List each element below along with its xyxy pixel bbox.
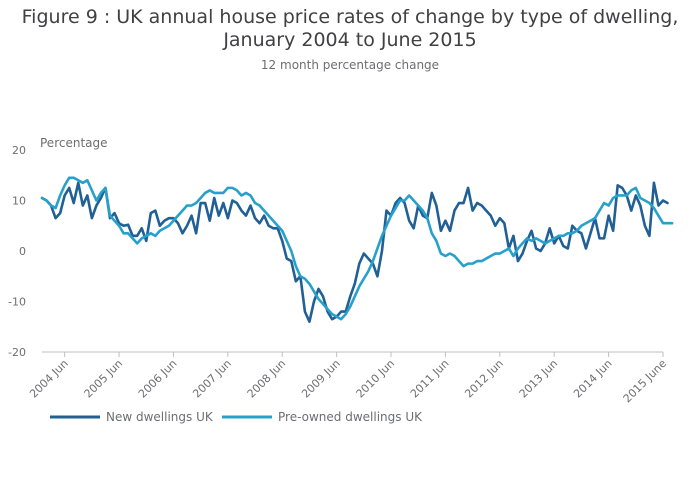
legend-item-pre-owned-dwellings[interactable]: Pre-owned dwellings UK [222,410,423,424]
x-tick-label: 2015 June [621,357,670,406]
legend-label: Pre-owned dwellings UK [278,410,423,424]
legend-label: New dwellings UK [106,410,214,424]
x-tick-label: 2013 Jun [517,357,561,401]
y-tick-label: 20 [12,144,26,157]
y-tick-label: 10 [12,195,26,208]
legend: New dwellings UK Pre-owned dwellings UK [50,410,423,424]
x-tick-label: 2006 Jun [136,357,180,401]
x-tick-label: 2011 Jun [408,357,452,401]
series-lines [40,176,674,323]
chart-title: Figure 9 : UK annual house price rates o… [0,6,700,52]
x-tick-label: 2005 Jun [82,357,126,401]
chart-subtitle: 12 month percentage change [260,58,440,72]
y-tick-label: -20 [8,346,26,359]
x-tick-label: 2010 Jun [354,357,398,401]
x-tick-label: 2007 Jun [190,357,234,401]
chart-title-line-2: January 2004 to June 2015 [223,29,477,51]
legend-item-new-dwellings[interactable]: New dwellings UK [50,410,214,424]
y-tick-label: 0 [19,245,26,258]
x-tick-label: 2012 Jun [462,357,506,401]
chart-title-line-1: Figure 9 : UK annual house price rates o… [21,6,679,28]
x-tick-label: 2008 Jun [245,357,289,401]
x-tick-label: 2014 Jun [571,357,615,401]
series-line-pre-owned-dwellings [40,176,674,321]
series-line-new-dwellings [40,181,669,323]
y-tick-label: -10 [8,296,26,309]
x-tick-label: 2009 Jun [299,357,343,401]
y-axis-label: Percentage [40,136,108,150]
x-tick-label: 2004 Jun [27,357,71,401]
